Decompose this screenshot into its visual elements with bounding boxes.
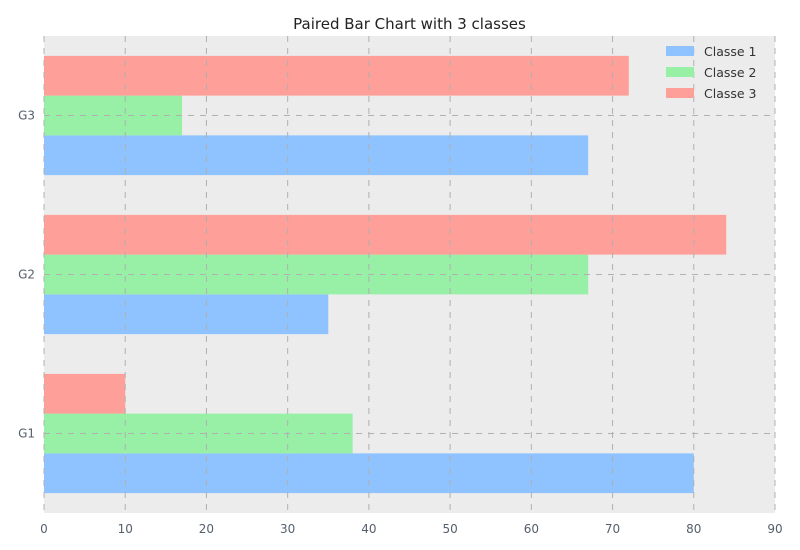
x-tick-label-60: 60 <box>524 522 539 536</box>
bar-g2-series-3 <box>44 214 727 255</box>
chart-title: Paired Bar Chart with 3 classes <box>293 15 526 33</box>
x-tick-label-50: 50 <box>442 522 457 536</box>
x-tick-label-10: 10 <box>118 522 133 536</box>
y-tick-label-g3: G3 <box>18 109 35 123</box>
bar-g2-series-2 <box>44 254 589 295</box>
bar-g3-series-3 <box>44 55 629 96</box>
legend-swatch-series-3 <box>666 88 694 98</box>
x-tick-label-20: 20 <box>199 522 214 536</box>
legend-swatch-series-1 <box>666 46 694 56</box>
x-tick-label-80: 80 <box>686 522 701 536</box>
x-tick-label-40: 40 <box>361 522 376 536</box>
bars-layer <box>44 55 727 494</box>
x-tick-label-0: 0 <box>40 522 48 536</box>
grid-layer <box>43 36 776 513</box>
bar-g3-series-2 <box>44 95 183 136</box>
legend-label-series-3: Classe 3 <box>704 86 757 101</box>
x-tick-label-70: 70 <box>605 522 620 536</box>
legend: Classe 1 Classe 2 Classe 3 <box>666 44 757 101</box>
legend-label-series-1: Classe 1 <box>704 44 757 59</box>
legend-label-series-2: Classe 2 <box>704 65 757 80</box>
x-tick-label-30: 30 <box>280 522 295 536</box>
y-axis-ticks: G1 G2 G3 <box>18 109 35 441</box>
x-tick-label-90: 90 <box>767 522 782 536</box>
y-tick-label-g1: G1 <box>18 427 35 441</box>
bar-g3-series-1 <box>44 135 589 176</box>
bar-g1-series-2 <box>44 413 353 454</box>
legend-swatch-series-2 <box>666 67 694 77</box>
bar-g1-series-3 <box>44 373 126 414</box>
y-tick-label-g2: G2 <box>18 268 35 282</box>
bar-g2-series-1 <box>44 294 329 335</box>
x-axis-ticks: 0 10 20 30 40 50 60 70 80 90 <box>40 522 782 536</box>
